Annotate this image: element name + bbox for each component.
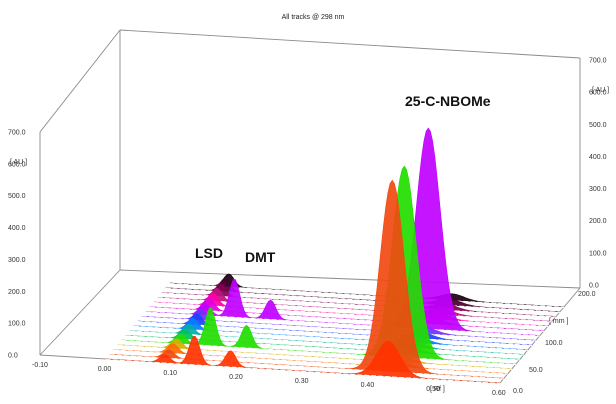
track-baseline [117, 344, 513, 370]
depth-axis-ticks: 0.0 50.0 100.0 200.0 [513, 291, 596, 395]
depth-tick-label: 0.0 [513, 388, 523, 395]
track-baseline [157, 297, 553, 323]
right-tick-label: 600.0 [589, 90, 607, 97]
left-tick-label: 100.0 [8, 321, 26, 328]
track-baseline [133, 325, 529, 351]
left-tick-label: 700.0 [8, 130, 26, 137]
right-tick-label: 100.0 [589, 250, 607, 257]
x-axis-label: [ Rf ] [430, 386, 445, 393]
peak-annotations: LSD DMT 25-C-NBOMe [195, 93, 491, 265]
depth-tick-label: 100.0 [545, 340, 563, 347]
x-tick-label: 0.60 [492, 390, 506, 397]
track-baseline [153, 301, 549, 328]
x-tick-label: 0.10 [163, 370, 177, 377]
track-baseline [129, 330, 525, 356]
right-tick-label: 300.0 [589, 186, 607, 193]
track-baseline [137, 320, 533, 347]
left-tick-label: 600.0 [8, 161, 26, 168]
x-axis-ticks: -0.10 0.00 0.10 0.20 0.30 0.40 0.50 0.60 [32, 362, 506, 397]
annotation-lsd: LSD [195, 245, 223, 261]
x-tick-label: 0.50 [426, 386, 440, 393]
box-back-top [119, 29, 581, 59]
box-back-bottom [119, 269, 581, 289]
x-axis: -0.10 0.00 0.10 0.20 0.30 0.40 0.50 0.60 [ Rf ] [32, 362, 506, 397]
track-baseline [161, 292, 557, 318]
right-tick-label: 500.0 [589, 122, 607, 129]
depth-axis: 0.0 50.0 100.0 200.0 [ mm ] [513, 291, 596, 395]
right-axis-label: [ AU ] [592, 87, 609, 94]
track-baseline [105, 358, 501, 385]
depth-tick-label: 200.0 [578, 291, 596, 298]
chart-title: All tracks @ 298 nm [282, 14, 345, 21]
chromatogram-tracks [105, 127, 565, 385]
track-1 [109, 179, 505, 379]
right-tick-label: 700.0 [589, 58, 607, 65]
left-tick-label: 300.0 [8, 257, 26, 264]
box-bottom-left-edge [39, 269, 121, 356]
plot-box [39, 29, 581, 384]
left-axis: [ AU ] 0.0 100.0 200.0 300.0 400.0 500.0 600.0… [8, 130, 27, 360]
annotation-25c-nbome: 25-C-NBOMe [405, 93, 491, 109]
x-tick-label: 0.20 [229, 374, 243, 381]
x-tick-label: -0.10 [32, 362, 48, 369]
track-baseline [109, 354, 505, 380]
right-tick-label: 200.0 [589, 218, 607, 225]
x-tick-label: 0.00 [98, 366, 112, 373]
track-10 [145, 127, 541, 336]
track-baseline [113, 349, 509, 375]
x-tick-label: 0.40 [361, 382, 375, 389]
annotation-dmt: DMT [245, 249, 276, 265]
right-axis-ticks: 0.0 100.0 200.0 300.0 400.0 500.0 600.0 700.0 [589, 58, 607, 290]
left-tick-label: 500.0 [8, 193, 26, 200]
track-4 [121, 165, 517, 365]
left-tick-label: 200.0 [8, 289, 26, 296]
left-tick-label: 0.0 [8, 353, 18, 360]
right-tick-label: 0.0 [589, 283, 599, 290]
depth-axis-label: [ mm ] [549, 318, 568, 325]
right-axis: [ AU ] 0.0 100.0 200.0 300.0 400.0 500.0 600.0… [589, 58, 609, 290]
box-top-left-edge [39, 29, 121, 133]
left-tick-label: 400.0 [8, 225, 26, 232]
depth-tick-label: 50.0 [529, 367, 543, 374]
x-tick-label: 0.30 [295, 378, 309, 385]
left-axis-label: [ AU ] [10, 159, 27, 166]
track-baseline [149, 306, 545, 332]
track-baseline [121, 339, 517, 366]
left-axis-ticks: 0.0 100.0 200.0 300.0 400.0 500.0 600.0 700.0 [8, 130, 26, 360]
right-tick-label: 400.0 [589, 154, 607, 161]
